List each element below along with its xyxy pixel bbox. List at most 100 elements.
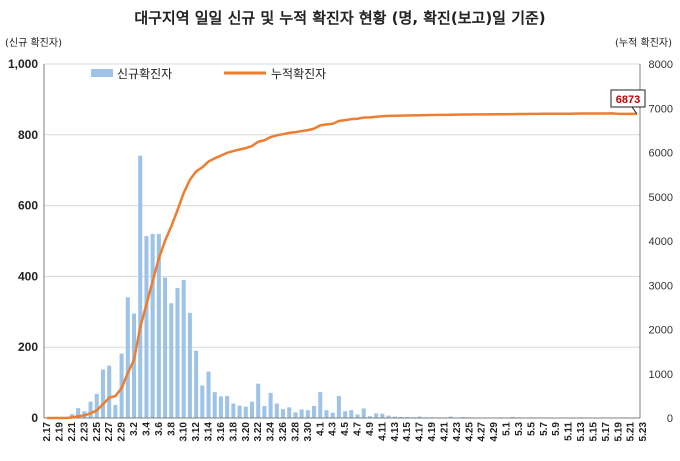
x-tick-label: 4.9 xyxy=(365,422,376,436)
x-tick-label: 3.28 xyxy=(290,422,301,442)
left-axis-unit-label: (신규 확진자) xyxy=(5,37,62,49)
cumulative-line xyxy=(47,112,637,420)
bar-new-cases xyxy=(380,413,385,418)
bar-new-cases xyxy=(113,404,118,418)
left-y-tick-label: 600 xyxy=(18,199,38,213)
bar-new-cases xyxy=(355,414,360,418)
bar-new-cases xyxy=(206,371,211,418)
bar-new-cases xyxy=(225,396,230,418)
last-value-callout-label: 6873 xyxy=(616,94,640,106)
bar-new-cases xyxy=(312,405,317,418)
bar-new-cases xyxy=(349,410,354,418)
bar-new-cases xyxy=(231,403,236,418)
x-tick-label: 2.19 xyxy=(55,422,66,442)
bar-series-new-cases xyxy=(51,155,615,418)
x-tick-label: 4.27 xyxy=(477,422,488,442)
left-y-tick-label: 1,000 xyxy=(8,57,38,71)
x-tick-label: 2.29 xyxy=(117,422,128,442)
bar-new-cases xyxy=(392,416,397,418)
right-y-tick-label: 3000 xyxy=(649,280,673,292)
bar-new-cases xyxy=(361,408,366,418)
x-tick-label: 4.21 xyxy=(439,422,450,442)
x-tick-label: 5.1 xyxy=(502,422,513,436)
line-series-cumulative-cases xyxy=(47,112,637,420)
left-y-tick-label: 200 xyxy=(18,340,38,354)
legend-label-new-cases: 신규확진자 xyxy=(117,67,172,81)
x-tick-label: 3.24 xyxy=(266,422,277,442)
bar-new-cases xyxy=(343,411,348,418)
x-tick-label: 4.19 xyxy=(427,422,438,442)
bar-new-cases xyxy=(237,405,242,418)
x-tick-label: 5.23 xyxy=(638,422,649,442)
bar-new-cases xyxy=(187,312,192,418)
bar-new-cases xyxy=(144,236,149,418)
bar-new-cases xyxy=(249,401,254,418)
x-tick-label: 3.4 xyxy=(141,422,152,436)
bar-new-cases xyxy=(69,414,74,418)
bar-new-cases xyxy=(367,416,372,418)
bar-new-cases xyxy=(88,401,93,418)
bar-new-cases xyxy=(132,313,137,418)
x-tick-label: 4.15 xyxy=(402,422,413,442)
bar-new-cases xyxy=(324,410,329,418)
bar-new-cases xyxy=(138,155,143,418)
x-tick-label: 4.25 xyxy=(464,422,475,442)
bar-new-cases xyxy=(461,416,466,418)
bar-new-cases xyxy=(417,416,422,418)
right-y-tick-label: 5000 xyxy=(649,192,673,204)
x-tick-label: 3.26 xyxy=(278,422,289,442)
chart-title: 대구지역 일일 신규 및 누적 확진자 현황 (명, 확진(보고)일 기준) xyxy=(134,9,545,27)
x-tick-label: 3.6 xyxy=(154,422,165,436)
x-tick-label: 4.29 xyxy=(489,422,500,442)
bar-new-cases xyxy=(94,393,99,418)
x-tick-label: 5.9 xyxy=(551,422,562,436)
last-value-callout: 6873 xyxy=(610,89,646,115)
right-y-tick-labels: 0 1000 2000 3000 4000 5000 6000 7000 8000 xyxy=(649,59,673,425)
left-y-tick-labels: 0 200 400 600 800 1,000 xyxy=(8,57,38,425)
bar-new-cases xyxy=(218,396,223,418)
x-tick-label: 4.13 xyxy=(390,422,401,442)
x-tick-label: 4.11 xyxy=(377,422,388,441)
bar-new-cases xyxy=(175,288,180,418)
bar-new-cases xyxy=(212,392,217,418)
right-y-tick-label: 7000 xyxy=(649,103,673,115)
bar-new-cases xyxy=(125,297,130,418)
bar-new-cases xyxy=(336,396,341,418)
right-y-tick-label: 1000 xyxy=(649,369,673,381)
axes xyxy=(43,64,641,419)
x-tick-label: 3.8 xyxy=(166,422,177,436)
x-tick-labels: 2.17 2.19 2.21 2.23 2.25 2.27 2.29 3.2 3.4 3.6 3.8… xyxy=(42,422,649,442)
x-tick-label: 4.3 xyxy=(328,422,339,436)
bar-new-cases xyxy=(386,415,391,418)
x-tick-label: 3.10 xyxy=(179,422,190,442)
bar-new-cases xyxy=(256,383,261,418)
legend-label-cumulative-cases: 누적확진자 xyxy=(271,67,326,81)
x-tick-label: 5.15 xyxy=(588,422,599,442)
bar-new-cases xyxy=(107,365,112,418)
x-tick-label: 2.23 xyxy=(79,422,90,442)
bar-new-cases xyxy=(299,409,304,418)
bar-new-cases xyxy=(200,385,205,418)
bar-new-cases xyxy=(305,410,310,418)
bar-new-cases xyxy=(330,412,335,418)
left-y-tick-label: 0 xyxy=(31,411,38,425)
x-tick-label: 3.22 xyxy=(253,422,264,442)
bar-new-cases xyxy=(156,233,161,418)
x-tick-label: 2.17 xyxy=(42,422,53,442)
x-tick-label: 4.7 xyxy=(353,422,364,436)
bar-new-cases xyxy=(194,350,199,418)
bar-new-cases xyxy=(374,413,379,418)
bar-new-cases xyxy=(163,277,168,418)
x-tick-label: 5.7 xyxy=(539,422,550,436)
right-y-tick-label: 2000 xyxy=(649,325,673,337)
x-tick-label: 5.3 xyxy=(514,422,525,436)
bar-new-cases xyxy=(287,407,292,418)
bar-new-cases xyxy=(448,416,453,418)
right-y-tick-label: 6000 xyxy=(649,148,673,160)
x-tick-label: 3.16 xyxy=(216,422,227,442)
bar-new-cases xyxy=(268,392,273,418)
x-tick-label: 4.5 xyxy=(340,422,351,436)
left-y-tick-label: 800 xyxy=(18,128,38,142)
bar-new-cases xyxy=(274,403,279,418)
